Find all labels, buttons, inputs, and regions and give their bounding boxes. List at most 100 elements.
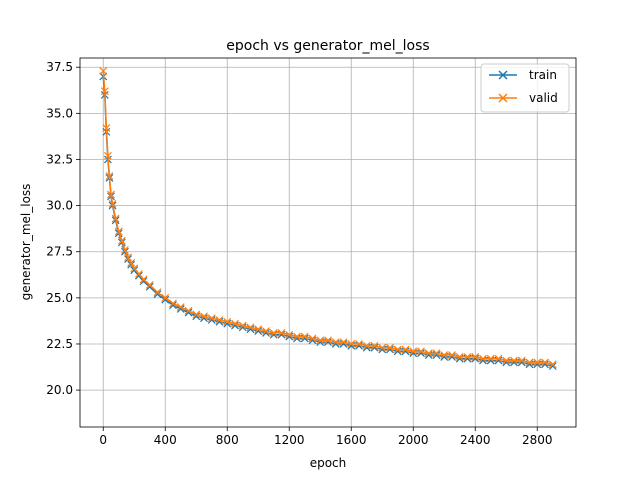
x-axis-ticks: 0 400 800 1200 1600 2000 2400 2800 [99, 427, 553, 447]
series-valid-point [424, 349, 433, 358]
x-tick-label: 0 [99, 433, 107, 447]
series-valid-point [103, 151, 112, 160]
y-tick-label: 27.5 [46, 245, 73, 259]
series-valid-point [238, 321, 247, 330]
series-valid-point [223, 317, 232, 326]
series-train-line [102, 76, 553, 367]
series-valid-point [169, 299, 177, 308]
series-valid-point [355, 340, 363, 348]
series-valid-point [331, 338, 340, 347]
series-valid-point [510, 356, 518, 365]
series-valid-point [139, 275, 148, 284]
series-valid-point [316, 336, 325, 345]
x-tick-label: 2400 [460, 433, 491, 447]
series-valid-point [533, 358, 542, 367]
grid [80, 58, 576, 427]
legend: train valid [480, 63, 570, 113]
series-valid-point [502, 356, 511, 365]
series-valid-point [448, 351, 456, 359]
series-valid-point [254, 325, 263, 334]
series-valid-point [386, 343, 394, 352]
series-valid-point [105, 172, 114, 181]
series-valid-point [124, 253, 132, 262]
series-train-point [161, 295, 170, 304]
series-valid-point [370, 341, 379, 350]
series-valid-point [145, 281, 154, 289]
series-valid-point [192, 310, 201, 319]
series-valid-point [99, 66, 108, 75]
x-tick-label: 1200 [274, 433, 305, 447]
series-valid-point [153, 288, 162, 297]
x-tick-label: 400 [154, 433, 177, 447]
series-valid-point [121, 245, 129, 254]
series-valid-point [111, 214, 120, 223]
y-tick-label: 35.0 [46, 106, 73, 120]
y-axis-ticks: 20.0 22.5 25.0 27.5 30.0 32.5 35.0 37.5 [46, 60, 80, 397]
series-valid-point [108, 199, 117, 208]
series-valid-point [269, 328, 278, 337]
series-valid-point [277, 328, 286, 337]
x-axis-label: epoch [310, 456, 347, 470]
series-valid-point [308, 334, 317, 343]
y-tick-label: 32.5 [46, 152, 73, 166]
series-valid [99, 66, 557, 369]
series-valid-point [401, 345, 410, 354]
series-valid-point [231, 319, 239, 328]
series-train-point [169, 301, 177, 310]
series-valid-point [300, 332, 309, 341]
series-valid-point [409, 347, 418, 356]
series-train-point [145, 282, 154, 291]
series-valid-point [161, 293, 170, 302]
x-tick-label: 2000 [398, 433, 429, 447]
series-valid-point [471, 352, 480, 361]
series-valid-point [130, 264, 139, 273]
y-tick-label: 20.0 [46, 383, 73, 397]
series-valid-point [479, 354, 487, 363]
y-axis-label: generator_mel_loss [19, 184, 33, 301]
x-tick-label: 2800 [522, 433, 553, 447]
series-valid-point [362, 341, 371, 350]
x-tick-label: 1600 [336, 433, 367, 447]
series-valid-point [127, 258, 136, 267]
series-valid-point [432, 349, 441, 358]
series-train-point [139, 277, 148, 286]
series-valid-point [215, 316, 224, 324]
x-tick-label: 800 [216, 433, 239, 447]
series-valid-point [102, 124, 111, 133]
series-valid-point [455, 352, 464, 361]
y-tick-label: 30.0 [46, 199, 73, 213]
y-tick-label: 37.5 [46, 60, 73, 74]
series-train [99, 72, 557, 371]
series-valid-point [494, 354, 503, 363]
series-valid-point [393, 345, 402, 354]
series-valid-point [541, 358, 549, 367]
series-valid-point [440, 351, 449, 359]
series-valid-point [347, 340, 356, 348]
series-valid-point [548, 360, 557, 369]
series-layer [99, 66, 557, 371]
series-valid-point [293, 332, 301, 341]
series-train-point [130, 266, 139, 275]
series-valid-point [525, 358, 534, 367]
series-valid-point [134, 269, 143, 278]
y-tick-label: 22.5 [46, 337, 73, 351]
series-valid-point [207, 314, 216, 323]
series-valid-point [324, 336, 332, 345]
plot-frame [79, 57, 577, 428]
legend-valid-label: valid [529, 91, 558, 105]
series-valid-point [114, 227, 123, 236]
series-valid-point [176, 303, 185, 311]
series-valid-point [285, 330, 294, 339]
series-valid-point [107, 190, 115, 199]
legend-train-marker [498, 70, 508, 80]
series-valid-point [262, 327, 270, 335]
y-tick-label: 25.0 [46, 291, 73, 305]
chart-title: epoch vs generator_mel_loss [226, 38, 429, 54]
series-valid-point [100, 87, 109, 96]
series-valid-point [117, 236, 126, 245]
series-valid-point [339, 338, 348, 347]
series-valid-point [184, 306, 193, 315]
series-valid-point [463, 352, 472, 361]
legend-valid-marker [498, 93, 508, 103]
